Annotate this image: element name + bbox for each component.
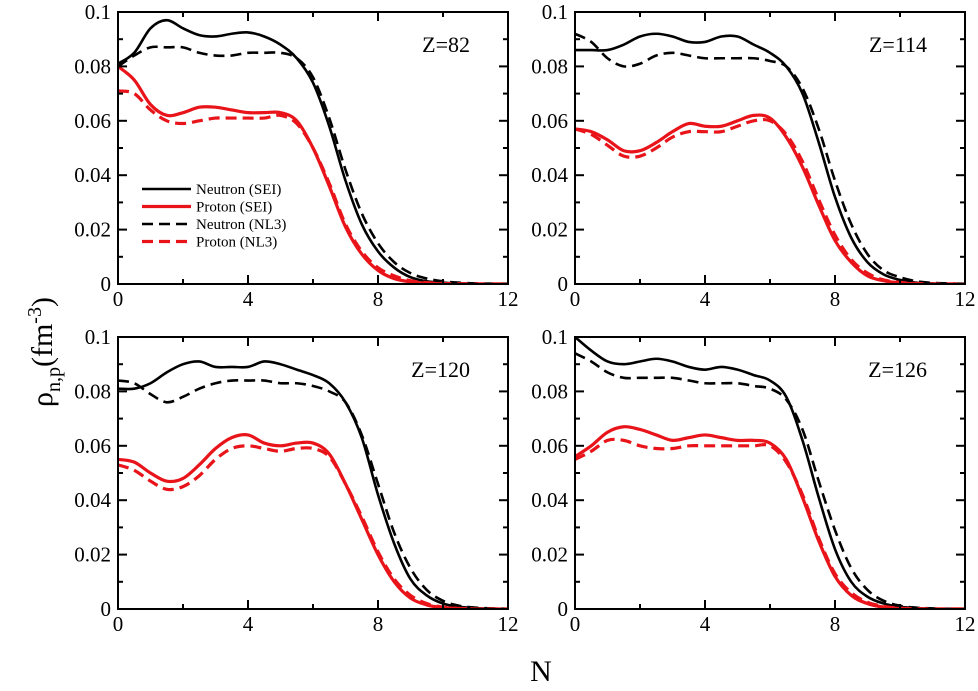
y-axis-title-symbol: ρ	[26, 392, 59, 407]
y-axis-title: ρn,p(fm-3)	[24, 297, 65, 407]
series-line-proton-nl3	[575, 117, 965, 284]
x-tick-label: 0	[113, 612, 124, 636]
x-tick-label: 0	[113, 287, 124, 311]
panel-label: Z=114	[869, 32, 927, 57]
x-tick-label: 12	[498, 612, 519, 636]
y-tick-label: 0.1	[542, 0, 568, 24]
y-tick-label: 0.04	[74, 163, 111, 187]
x-axis-title: N	[530, 655, 552, 688]
y-tick-label: 0.1	[542, 325, 568, 349]
y-tick-label: 0	[558, 597, 569, 621]
y-tick-label: 0.1	[85, 325, 111, 349]
x-tick-label: 12	[498, 287, 519, 311]
y-tick-label: 0.04	[531, 163, 568, 187]
series-group	[118, 360, 508, 609]
series-line-proton-sei	[575, 425, 965, 609]
y-tick-label: 0	[101, 597, 112, 621]
y-tick-label: 0.06	[74, 109, 111, 133]
y-tick-label: 0.08	[74, 54, 111, 78]
panel-z-126: 0 4 8 12 0 0.02 0.04 0.06 0.08 0.1 Z=126	[531, 325, 975, 636]
x-tick-label: 4	[243, 287, 254, 311]
x-tick-label: 8	[373, 287, 384, 311]
series-line-proton-nl3	[575, 437, 965, 609]
y-tick-label: 0	[101, 272, 112, 296]
series-line-neutron-nl3	[575, 32, 965, 284]
x-tick-label: 4	[243, 612, 254, 636]
y-tick-label: 0.02	[74, 543, 111, 567]
series-line-neutron-nl3	[575, 352, 965, 609]
panel-label: Z=120	[411, 357, 470, 382]
y-axis-title-superscript: -3	[24, 307, 46, 324]
y-tick-label: 0.06	[531, 434, 568, 458]
y-tick-label: 0.1	[85, 0, 111, 24]
series-line-proton-sei	[118, 433, 508, 609]
series-line-proton-nl3	[118, 444, 508, 609]
series-line-neutron-sei	[118, 360, 508, 609]
panel-z-120: 0 4 8 12 0 0.02 0.04 0.06 0.08 0.1 Z=120	[74, 325, 518, 636]
x-tick-label: 4	[700, 612, 711, 636]
panel-z-82: 0 4 8 12 0 0.02 0.04 0.06 0.08 0.1 Z=82 Neutron (SE…	[74, 0, 518, 311]
y-axis-title-subscript: n,p	[43, 367, 65, 392]
y-tick-label: 0.06	[531, 109, 568, 133]
series-line-proton-sei	[118, 65, 508, 284]
y-tick-label: 0.04	[74, 488, 111, 512]
series-line-proton-nl3	[118, 89, 508, 284]
y-tick-label: 0	[558, 272, 569, 296]
x-tick-label: 0	[570, 612, 581, 636]
y-axis-title-unit: (fm	[26, 324, 59, 367]
series-line-neutron-sei	[575, 32, 965, 284]
x-tick-label: 4	[700, 287, 711, 311]
y-tick-label: 0.06	[74, 434, 111, 458]
y-tick-label: 0.08	[74, 379, 111, 403]
y-tick-label: 0.02	[74, 218, 111, 242]
panels: 0 4 8 12 0 0.02 0.04 0.06 0.08 0.1 Z=82 Neutron (SE…	[74, 0, 975, 636]
legend-label: Neutron (SEI)	[196, 182, 281, 198]
y-tick-label: 0.08	[531, 54, 568, 78]
series-group	[118, 18, 508, 284]
x-tick-label: 12	[955, 287, 976, 311]
y-tick-label: 0.08	[531, 379, 568, 403]
legend-label: Proton (SEI)	[196, 200, 272, 216]
panel-z-114: 0 4 8 12 0 0.02 0.04 0.06 0.08 0.1 Z=114	[531, 0, 975, 311]
legend-label: Proton (NL3)	[196, 235, 277, 251]
series-line-neutron-nl3	[118, 379, 508, 609]
legend-label: Neutron (NL3)	[196, 217, 286, 233]
y-axis-title-close: )	[26, 297, 59, 307]
series-line-neutron-sei	[118, 18, 508, 284]
y-tick-label: 0.04	[531, 488, 568, 512]
x-tick-label: 12	[955, 612, 976, 636]
series-line-proton-sei	[575, 113, 965, 284]
legend: Neutron (SEI) Proton (SEI)Neutron (NL3) Pr…	[142, 182, 286, 251]
panel-label: Z=126	[868, 357, 927, 382]
x-tick-label: 8	[830, 612, 841, 636]
x-tick-label: 0	[570, 287, 581, 311]
y-tick-label: 0.02	[531, 543, 568, 567]
x-tick-label: 8	[373, 612, 384, 636]
series-group	[575, 32, 965, 284]
panel-label: Z=82	[422, 32, 470, 57]
y-tick-label: 0.02	[531, 218, 568, 242]
x-tick-label: 8	[830, 287, 841, 311]
